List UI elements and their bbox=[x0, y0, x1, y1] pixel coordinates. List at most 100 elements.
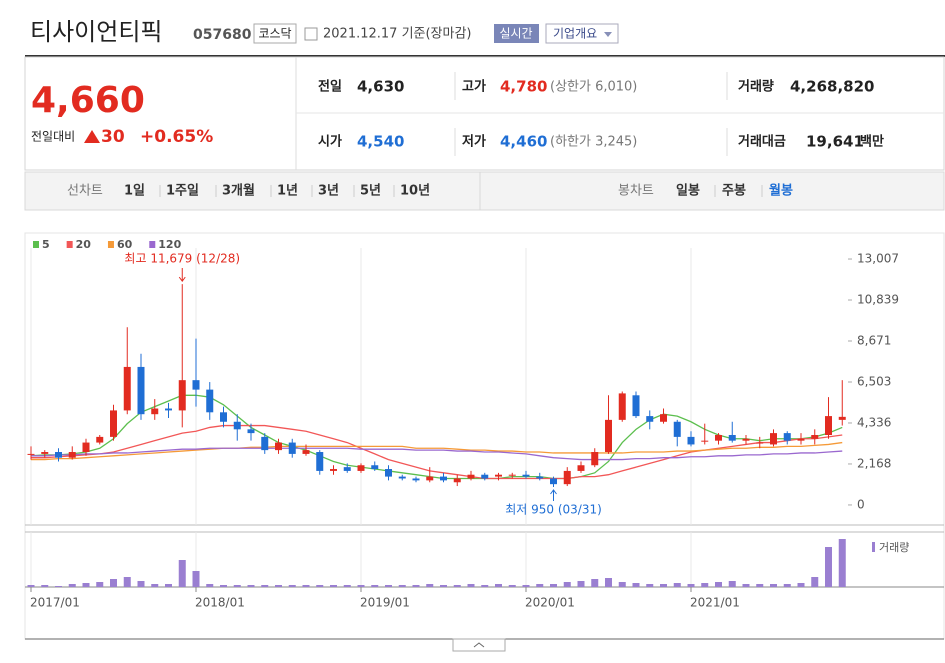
volume-bar bbox=[660, 584, 667, 587]
tab[interactable]: 3년 bbox=[318, 184, 339, 199]
tab[interactable]: 10년 bbox=[400, 184, 430, 199]
legend-label: 120 bbox=[158, 238, 181, 251]
volume-bar bbox=[398, 585, 406, 587]
legend-label: 60 bbox=[117, 238, 133, 251]
tab[interactable]: 월봉 bbox=[769, 183, 793, 199]
tab[interactable]: 일봉 bbox=[676, 184, 700, 199]
tab[interactable]: 1년 bbox=[277, 184, 298, 199]
item-value: 4,540 bbox=[357, 133, 404, 151]
y-tick-label: 0 bbox=[857, 497, 865, 511]
market: 코스닥 bbox=[258, 27, 291, 41]
tab[interactable]: 5년 bbox=[360, 184, 381, 199]
realtime-button[interactable] bbox=[494, 24, 539, 43]
volume-bar bbox=[481, 585, 489, 587]
volume-bar bbox=[123, 577, 131, 587]
candle-body bbox=[137, 366, 145, 415]
candle-body bbox=[825, 416, 832, 435]
change-label: 전일대비 bbox=[31, 130, 75, 144]
annotation-arrow bbox=[178, 268, 186, 282]
overview-button[interactable] bbox=[545, 23, 619, 44]
change-rate: +0.65% bbox=[140, 127, 213, 147]
candle-body bbox=[453, 478, 461, 483]
candle-body bbox=[302, 450, 310, 454]
candle-body bbox=[192, 380, 200, 390]
candle-body bbox=[605, 419, 612, 453]
candle-body bbox=[27, 453, 35, 455]
volume-bar bbox=[838, 539, 846, 587]
tab[interactable]: 1주일 bbox=[166, 184, 199, 199]
candle-body bbox=[797, 438, 805, 441]
legend-swatch bbox=[149, 241, 156, 248]
candle-body bbox=[275, 442, 282, 451]
tab[interactable]: 3개월 bbox=[222, 183, 255, 199]
volume-bar bbox=[178, 560, 186, 587]
candle-body bbox=[618, 393, 626, 420]
item-value: 4,268,820 bbox=[790, 78, 874, 96]
volume-label: 거래량 bbox=[879, 541, 909, 554]
volume-bar bbox=[715, 582, 722, 587]
candle-body bbox=[646, 416, 654, 422]
volume-bar bbox=[192, 571, 200, 587]
volume-bar bbox=[467, 584, 475, 587]
moving-average bbox=[30, 394, 843, 480]
candle-body bbox=[508, 474, 516, 476]
volume-bar bbox=[96, 582, 104, 587]
volume-bar bbox=[536, 584, 544, 587]
volume-bar bbox=[797, 583, 805, 587]
dropdown-icon bbox=[604, 32, 612, 37]
y-tick-label: 13,007 bbox=[857, 252, 899, 266]
annotation-arrow bbox=[550, 489, 557, 501]
candle-body bbox=[563, 470, 571, 485]
volume-bar bbox=[220, 585, 227, 587]
moving-average bbox=[31, 447, 843, 461]
volume-bar bbox=[440, 585, 447, 587]
collapse-button[interactable] bbox=[452, 638, 506, 652]
candle-body bbox=[55, 452, 62, 458]
date: 2021.12.17 기준(장마감) bbox=[323, 27, 472, 42]
volume-bar bbox=[137, 581, 145, 587]
candle-body bbox=[233, 421, 241, 430]
volume-bar bbox=[261, 585, 269, 587]
candle-body bbox=[206, 389, 214, 413]
volume-bar bbox=[577, 581, 585, 587]
volume-bar bbox=[591, 579, 599, 587]
change: 30 bbox=[101, 127, 125, 147]
volume-bar bbox=[687, 584, 695, 587]
legend-swatch bbox=[107, 241, 114, 248]
volume-bar bbox=[811, 577, 819, 587]
chart-frame bbox=[24, 232, 945, 640]
item-label: 시가 bbox=[318, 135, 342, 150]
candle-body bbox=[783, 433, 791, 441]
candle-body bbox=[110, 410, 117, 437]
volume-bar bbox=[770, 584, 777, 587]
tab-bar bbox=[24, 171, 945, 211]
item-label: 전일 bbox=[318, 79, 342, 95]
overview[interactable]: 기업개요 bbox=[553, 27, 597, 41]
candle-body bbox=[687, 436, 695, 445]
market-badge bbox=[253, 23, 297, 44]
x-tick-label: 2020/01 bbox=[525, 596, 575, 610]
volume-bar bbox=[371, 585, 379, 587]
candle-body bbox=[96, 436, 104, 443]
candle-body bbox=[577, 465, 585, 471]
volume-bar bbox=[646, 584, 654, 587]
tab-label: 봉차트 bbox=[618, 184, 654, 199]
volume-bar bbox=[247, 585, 255, 587]
tab[interactable]: 1일 bbox=[124, 184, 145, 199]
volume-bar bbox=[206, 584, 214, 587]
candle-body bbox=[165, 408, 172, 411]
item-extra: 백만 bbox=[860, 134, 884, 150]
candle-body bbox=[550, 478, 557, 485]
legend-swatch bbox=[33, 241, 39, 248]
candle-body bbox=[632, 395, 640, 417]
volume-bar bbox=[343, 585, 351, 587]
realtime[interactable]: 실시간 bbox=[499, 27, 532, 41]
volume-bar bbox=[728, 581, 736, 587]
legend-label: 5 bbox=[42, 238, 50, 251]
candle-body bbox=[330, 469, 337, 471]
volume-bar bbox=[27, 585, 35, 587]
calendar-icon bbox=[304, 27, 318, 41]
item-extra: (상한가 6,010) bbox=[550, 80, 637, 95]
tab[interactable]: 주봉 bbox=[722, 184, 746, 199]
volume-bar bbox=[426, 584, 434, 587]
